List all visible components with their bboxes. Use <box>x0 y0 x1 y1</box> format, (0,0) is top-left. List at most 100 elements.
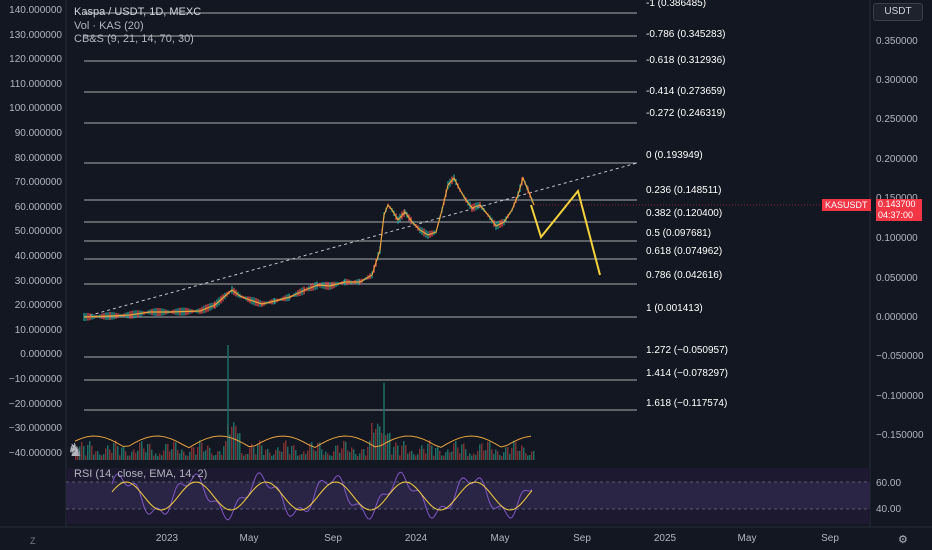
volume-bar <box>317 442 319 460</box>
volume-bar <box>99 454 101 460</box>
volume-bar <box>183 451 185 460</box>
volume-bar <box>511 447 513 460</box>
volume-bar <box>221 455 223 460</box>
volume-bar <box>249 447 251 460</box>
volume-bar <box>405 445 407 460</box>
rsi-band <box>66 482 870 509</box>
volume-bar <box>381 432 383 460</box>
volume-bar <box>295 450 297 460</box>
volume-bar <box>283 442 285 460</box>
volume-bar <box>101 455 103 460</box>
right-axis-tick: 0.100000 <box>876 233 918 244</box>
volume-bar <box>489 441 491 460</box>
zoom-reset-button[interactable]: Z <box>30 536 36 546</box>
left-axis-tick: 100.000000 <box>9 103 62 115</box>
volume-legend: Vol · KAS (20) <box>74 20 144 32</box>
fib-level-label: 0.5 (0.097681) <box>646 228 712 239</box>
volume-bar <box>419 448 421 460</box>
projection-path <box>530 188 601 276</box>
right-axis-tick: 0.150000 <box>876 193 918 204</box>
volume-bar <box>361 449 363 460</box>
volume-bar <box>531 451 533 460</box>
volume-bar <box>475 454 477 460</box>
x-axis-tick: Sep <box>821 533 839 544</box>
tradingview-logo-icon: ♞ <box>67 440 84 460</box>
volume-bar <box>313 449 315 460</box>
volume-bar <box>393 446 395 460</box>
volume-bar <box>367 446 369 460</box>
volume-bar <box>185 455 187 460</box>
fib-level-label: 0.618 (0.074962) <box>646 246 723 257</box>
volume-bar <box>523 447 525 460</box>
volume-bar <box>481 443 483 460</box>
volume-bar <box>251 443 253 460</box>
volume-bar <box>301 454 303 460</box>
fib-level-label: 1.618 (−0.117574) <box>646 398 728 409</box>
left-axis-tick: −40.000000 <box>8 447 62 459</box>
volume-bar <box>177 449 179 460</box>
volume-bar <box>439 450 441 460</box>
volume-bar <box>165 444 167 460</box>
volume-bar <box>425 453 427 460</box>
fib-level-label: -1 (0.386485) <box>646 0 707 9</box>
currency-button[interactable]: USDT <box>873 3 923 21</box>
volume-bar <box>237 433 239 460</box>
volume-bar <box>191 447 193 460</box>
x-axis-tick: 2024 <box>404 533 428 544</box>
rsi-tick-60: 60.00 <box>876 478 902 489</box>
volume-bar <box>347 450 349 460</box>
volume-bar <box>157 455 159 460</box>
volume-bar <box>369 440 371 460</box>
volume-bar <box>175 442 177 460</box>
left-axis-tick: −20.000000 <box>8 398 62 410</box>
left-axis-tick: 50.000000 <box>14 226 62 238</box>
left-axis-tick: −30.000000 <box>8 423 62 435</box>
volume-bar <box>517 450 519 460</box>
fib-level-label: 1.272 (−0.050957) <box>646 345 729 356</box>
ema-line <box>83 176 535 318</box>
volume-bar <box>377 423 379 460</box>
volume-bar <box>193 447 195 460</box>
volume-bar <box>341 448 343 460</box>
volume-bar <box>349 452 351 460</box>
volume-bar <box>209 447 211 460</box>
volume-bar <box>433 455 435 460</box>
volume-bar <box>289 454 291 460</box>
volume-bar <box>401 445 403 460</box>
left-axis-tick: 70.000000 <box>14 177 62 189</box>
volume-bar <box>273 454 275 460</box>
volume-bar <box>363 449 365 460</box>
volume-bar <box>179 453 181 460</box>
left-axis-tick: 20.000000 <box>14 300 62 312</box>
volume-bar <box>323 454 325 460</box>
price-badge: 0.143700 04:37:00 <box>876 199 922 221</box>
volume-bar <box>225 441 227 460</box>
volume-bar <box>453 443 455 460</box>
volume-bar <box>471 455 473 460</box>
left-axis-tick: −10.000000 <box>8 374 62 385</box>
volume-bar <box>479 444 481 460</box>
right-axis-tick: 0.000000 <box>876 312 918 323</box>
volume-bar <box>281 451 283 460</box>
gear-icon[interactable]: ⚙ <box>898 534 908 546</box>
volume-bar <box>309 443 311 460</box>
volume-bar <box>167 443 169 460</box>
fib-level-label: 1 (0.001413) <box>646 303 703 314</box>
volume-bar <box>307 450 309 460</box>
volume-bar <box>465 449 467 460</box>
left-axis-tick: 120.000000 <box>9 54 62 66</box>
volume-bar <box>267 448 269 460</box>
volume-bar <box>91 445 93 460</box>
volume-bar <box>199 440 201 460</box>
volume-bar <box>197 447 199 460</box>
fib-level-label: -0.618 (0.312936) <box>646 55 726 66</box>
x-axis-tick: Sep <box>324 533 342 544</box>
volume-bar <box>79 446 81 460</box>
volume-bar <box>337 445 339 460</box>
volume-bar <box>291 445 293 460</box>
volume-bar <box>107 445 109 460</box>
volume-bar <box>149 443 151 460</box>
volume-bar <box>85 455 87 460</box>
volume-bar <box>387 433 389 460</box>
